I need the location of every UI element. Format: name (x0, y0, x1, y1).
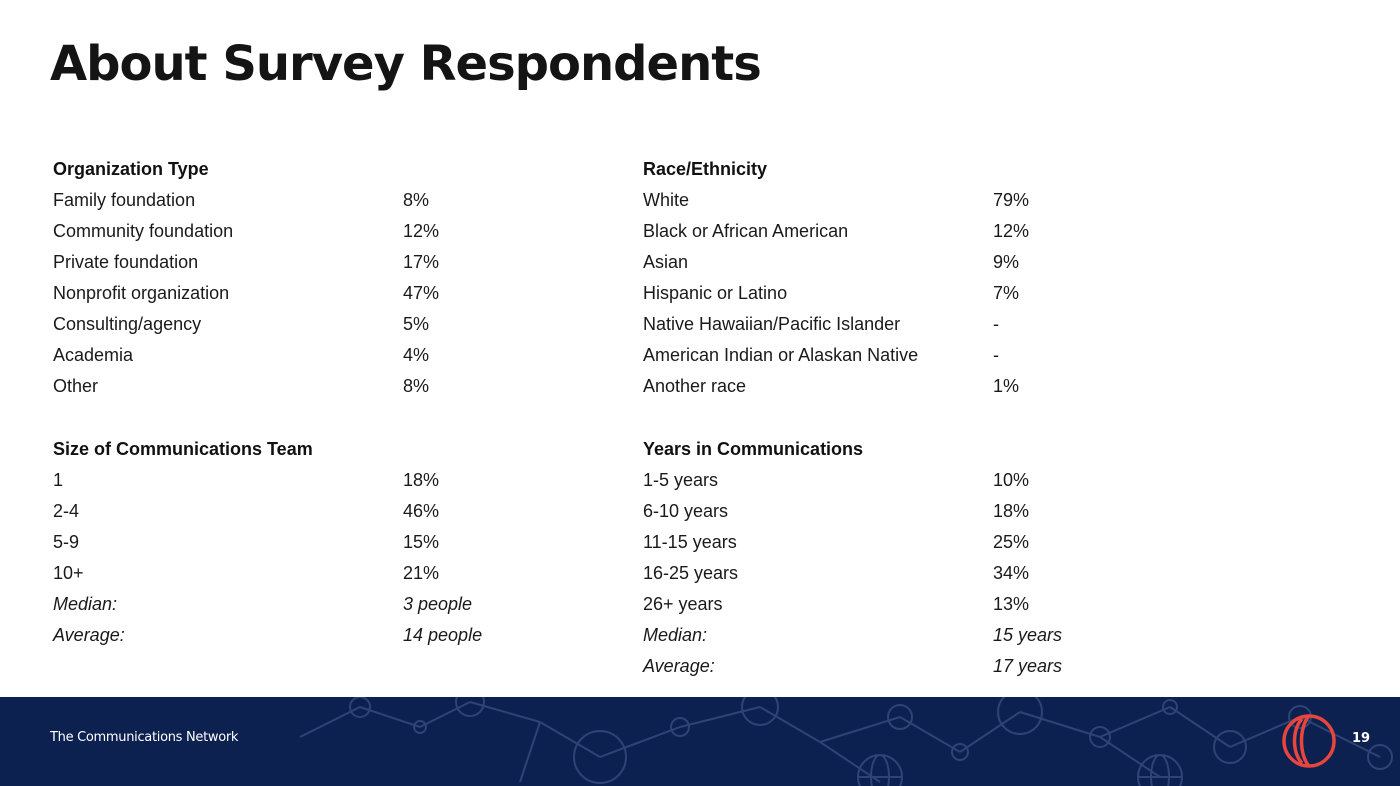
table-row: 26+ years 13% (643, 589, 1163, 620)
table-row: 1-5 years 10% (643, 465, 1163, 496)
row-label: 2-4 (53, 501, 80, 521)
row-value: 79% (993, 190, 1030, 210)
row-value: 15 years (993, 625, 1063, 645)
average-row: Average: 14 people (53, 620, 573, 651)
row-label: 1 (53, 470, 64, 490)
row-value: 9% (993, 252, 1020, 272)
row-value: - (993, 314, 999, 334)
race-ethnicity-section: Race/Ethnicity White 79% Black or African… (643, 154, 1163, 402)
table-row: Other 8% (53, 371, 573, 402)
row-label: Median: (53, 594, 118, 614)
table-row: Community foundation 12% (53, 216, 573, 247)
row-label: Nonprofit organization (53, 283, 230, 303)
row-label: Average: (643, 656, 715, 676)
row-label: 16-25 years (643, 563, 739, 583)
row-value: 3 people (403, 594, 473, 614)
row-value: 47% (403, 283, 440, 303)
row-value: 7% (993, 283, 1020, 303)
row-label: 6-10 years (643, 501, 729, 521)
row-label: 11-15 years (643, 532, 737, 552)
row-value: 12% (993, 221, 1030, 241)
row-value: 10% (993, 470, 1030, 490)
row-label: American Indian or Alaskan Native (643, 345, 919, 365)
row-label: Native Hawaiian/Pacific Islander (643, 314, 901, 334)
row-value: 21% (403, 563, 440, 583)
table-row: Family foundation 8% (53, 185, 573, 216)
row-value: 14 people (403, 625, 483, 645)
table-row: 10+ 21% (53, 558, 573, 589)
row-label: 5-9 (53, 532, 80, 552)
row-label: Median: (643, 625, 708, 645)
row-value: 18% (403, 470, 440, 490)
row-value: 25% (993, 532, 1030, 552)
table-row: 5-9 15% (53, 527, 573, 558)
row-value: 8% (403, 190, 430, 210)
row-value: - (993, 345, 999, 365)
row-value: 13% (993, 594, 1030, 614)
table-row: Academia 4% (53, 340, 573, 371)
row-label: Other (53, 376, 99, 396)
row-value: 34% (993, 563, 1030, 583)
median-row: Median: 15 years (643, 620, 1163, 651)
row-label: 10+ (53, 563, 84, 583)
row-label: White (643, 190, 690, 210)
team-size-section: Size of Communications Team 1 18% 2-4 46% … (53, 434, 573, 651)
row-label: Average: (53, 625, 125, 645)
table-row: White 79% (643, 185, 1163, 216)
row-value: 46% (403, 501, 440, 521)
row-value: 8% (403, 376, 430, 396)
row-label: Black or African American (643, 221, 849, 241)
network-pattern-decoration (299, 697, 1393, 786)
table-row: Consulting/agency 5% (53, 309, 573, 340)
row-value: 17 years (993, 656, 1063, 676)
row-label: Academia (53, 345, 134, 365)
section-heading: Size of Communications Team (53, 439, 313, 459)
row-value: 5% (403, 314, 430, 334)
row-label: 26+ years (643, 594, 723, 614)
organization-name: The Communications Network (50, 730, 239, 745)
table-row: Black or African American 12% (643, 216, 1163, 247)
table-row: American Indian or Alaskan Native - (643, 340, 1163, 371)
table-row: 1 18% (53, 465, 573, 496)
section-heading: Race/Ethnicity (643, 159, 768, 179)
median-row: Median: 3 people (53, 589, 573, 620)
row-label: 1-5 years (643, 470, 719, 490)
table-row: 16-25 years 34% (643, 558, 1163, 589)
table-row: 6-10 years 18% (643, 496, 1163, 527)
communications-network-logo-icon (1282, 714, 1336, 768)
table-row: Hispanic or Latino 7% (643, 278, 1163, 309)
row-label: Another race (643, 376, 747, 396)
organization-type-section: Organization Type Family foundation 8% Co… (53, 154, 573, 402)
row-value: 1% (993, 376, 1020, 396)
table-row: 2-4 46% (53, 496, 573, 527)
row-value: 18% (993, 501, 1030, 521)
table-row: Nonprofit organization 47% (53, 278, 573, 309)
row-label: Private foundation (53, 252, 199, 272)
average-row: Average: 17 years (643, 651, 1163, 682)
row-label: Community foundation (53, 221, 234, 241)
table-row: Native Hawaiian/Pacific Islander - (643, 309, 1163, 340)
row-label: Family foundation (53, 190, 196, 210)
row-value: 15% (403, 532, 440, 552)
page-title: About Survey Respondents (50, 36, 762, 92)
row-label: Hispanic or Latino (643, 283, 788, 303)
row-label: Asian (643, 252, 689, 272)
table-row: Another race 1% (643, 371, 1163, 402)
table-row: 11-15 years 25% (643, 527, 1163, 558)
section-heading: Years in Communications (643, 439, 864, 459)
row-label: Consulting/agency (53, 314, 202, 334)
section-heading: Organization Type (53, 159, 209, 179)
table-row: Private foundation 17% (53, 247, 573, 278)
row-value: 17% (403, 252, 440, 272)
years-in-communications-section: Years in Communications 1-5 years 10% 6-1… (643, 434, 1163, 682)
row-value: 4% (403, 345, 430, 365)
table-row: Asian 9% (643, 247, 1163, 278)
page-number: 19 (1352, 731, 1371, 746)
row-value: 12% (403, 221, 440, 241)
footer-bar: The Communications Network 19 (0, 697, 1400, 786)
